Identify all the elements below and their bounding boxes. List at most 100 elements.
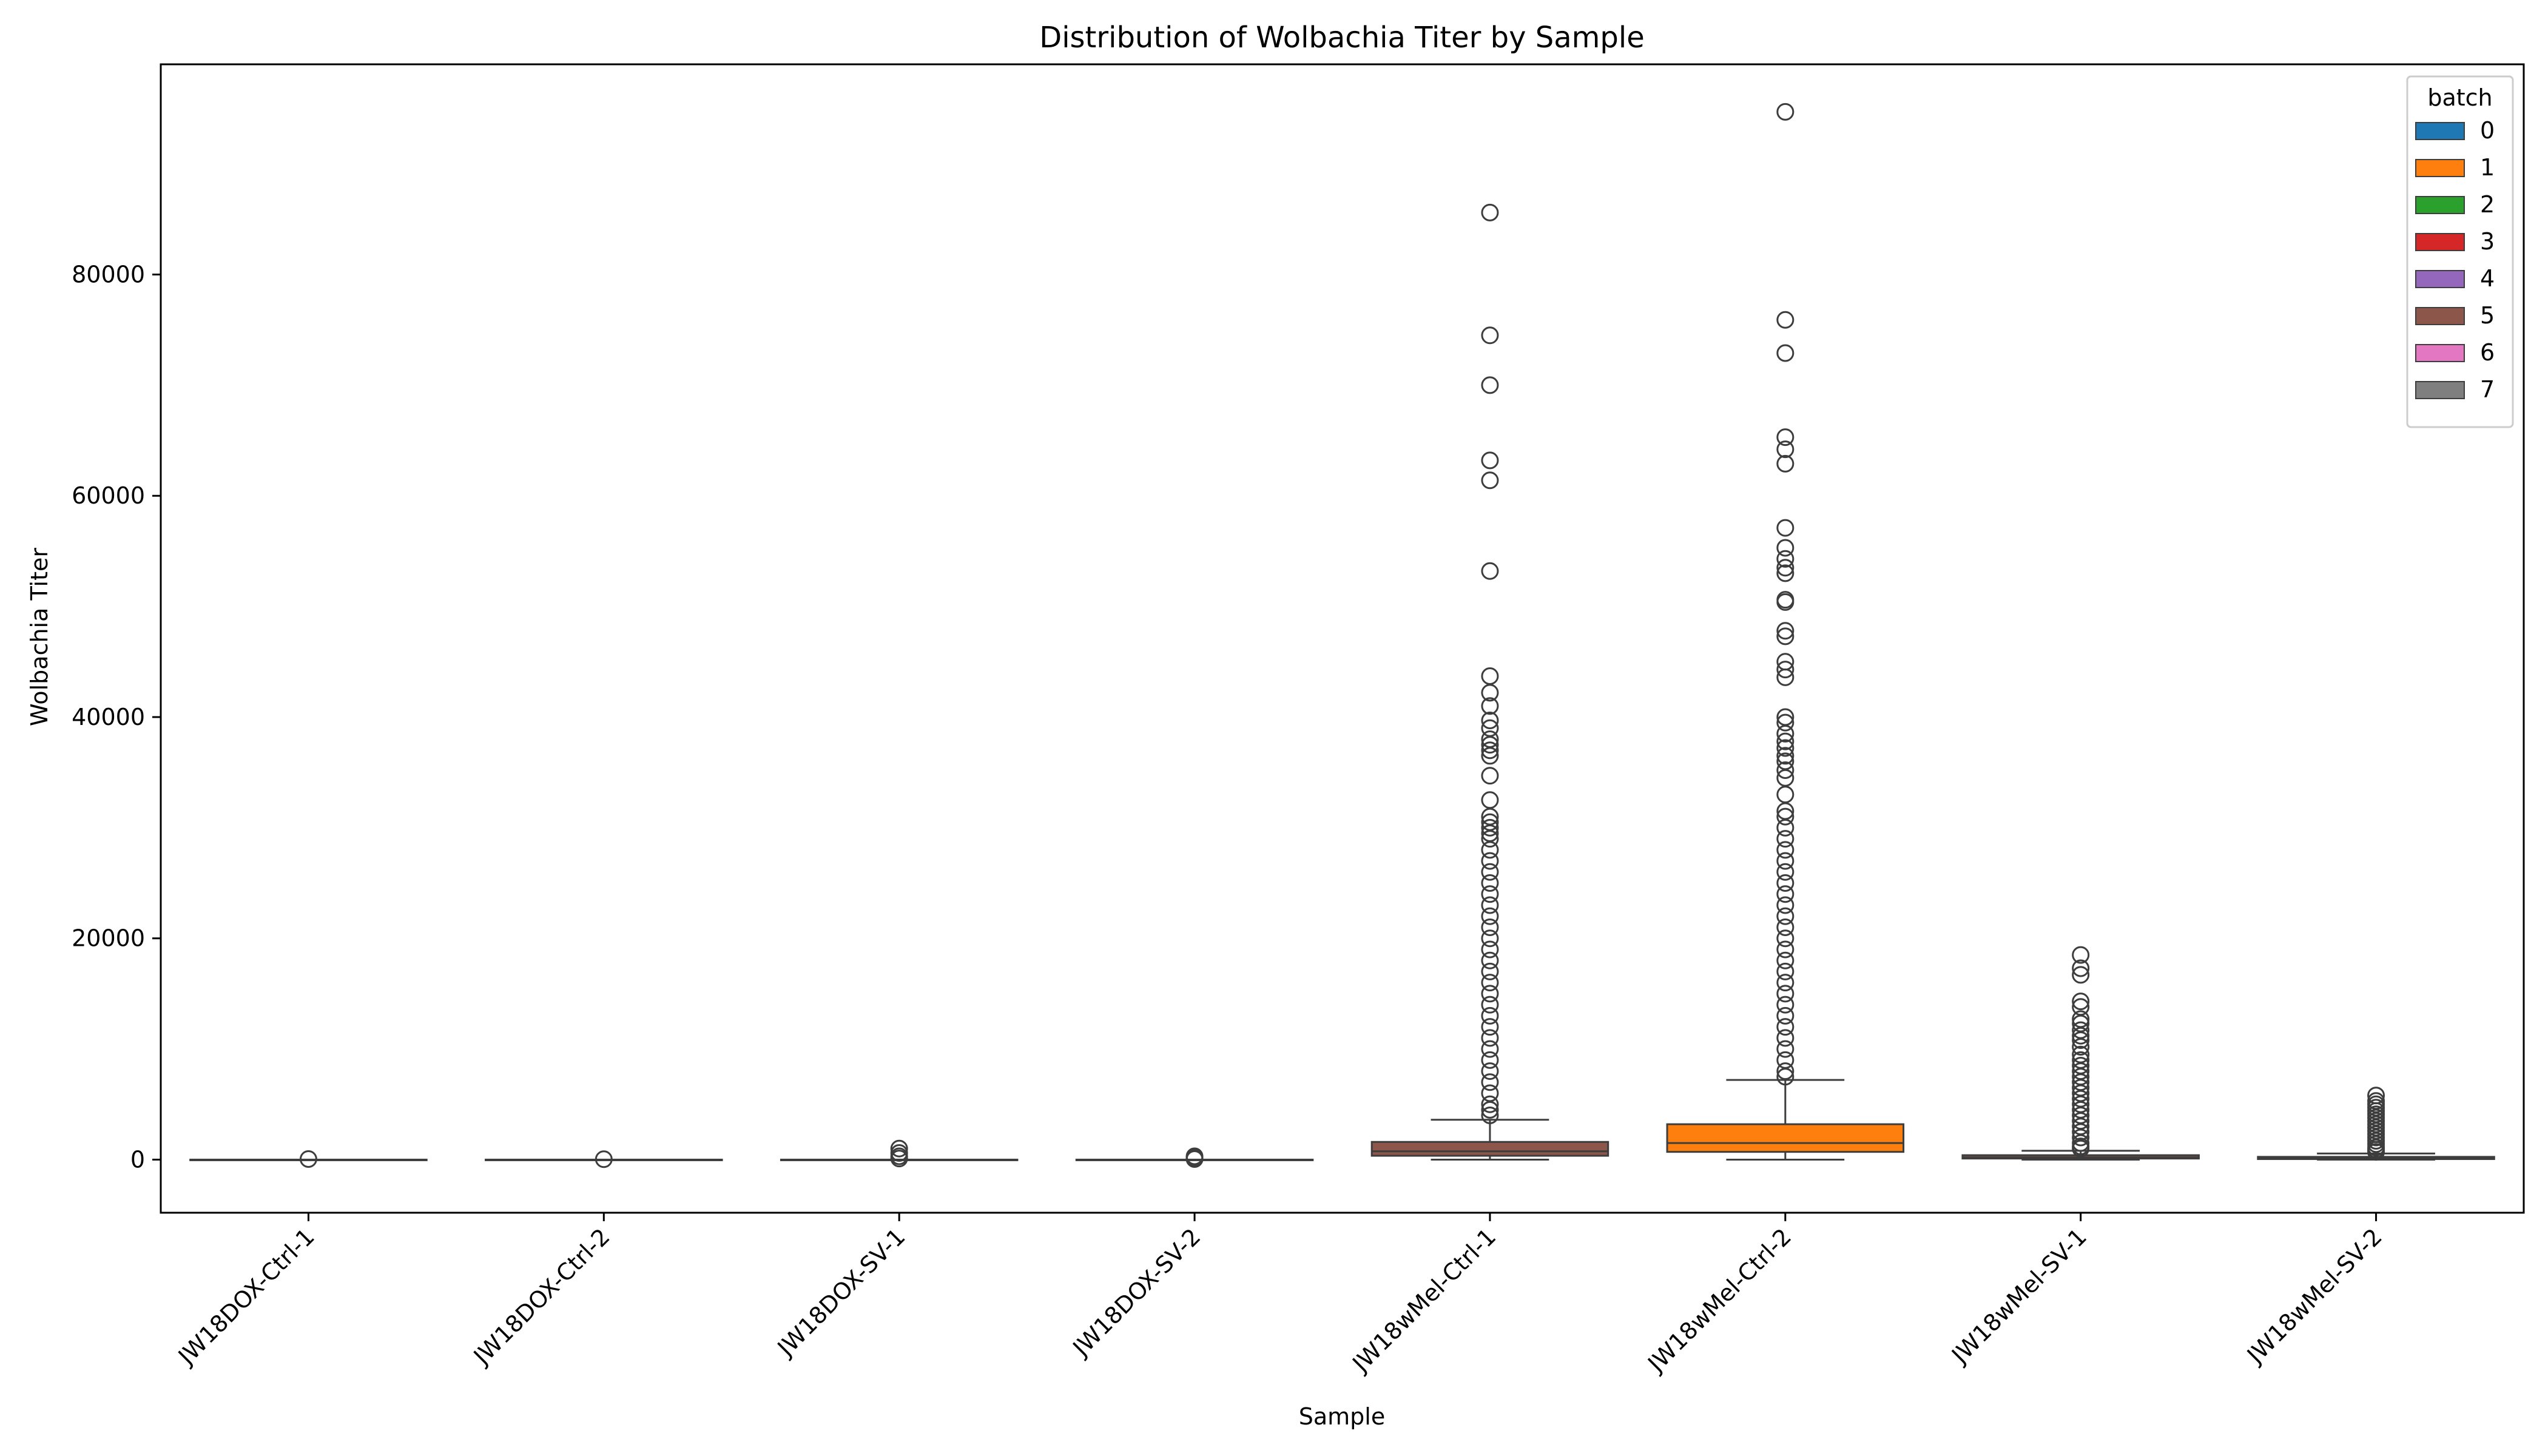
legend-swatch [2415,307,2465,325]
outlier-point [2072,1128,2090,1147]
outlier-point [1776,713,1795,732]
outlier-point [1481,1051,1499,1069]
outlier-point [1481,1018,1499,1036]
outlier-point [1776,454,1795,473]
outlier-point [1776,985,1795,1003]
outlier-point [1481,562,1499,580]
legend-label: 7 [2480,376,2495,403]
box-iqr [1370,1141,1609,1157]
legend-swatch [2415,196,2465,214]
outlier-point [1776,732,1795,750]
outlier-point [1481,863,1499,881]
outlier-point [1776,724,1795,743]
outlier-point [1481,818,1499,837]
outlier-point [1481,874,1499,892]
outlier-point [1481,830,1499,848]
outlier-point [1776,622,1795,640]
outlier-point [1481,985,1499,1003]
outlier-point [1776,440,1795,459]
outlier-point [1776,940,1795,959]
outlier-point [1776,874,1795,892]
y-axis-label: Wolbachia Titer [26,548,53,726]
outlier-point [1185,1150,1204,1168]
y-tick-label: 80000 [72,261,145,288]
outlier-point [1776,830,1795,848]
outlier-point [1481,711,1499,729]
outlier-point [1776,1006,1795,1025]
outlier-point [1481,907,1499,925]
outlier-point [1481,1073,1499,1091]
y-tick-label: 60000 [72,482,145,509]
y-axis: 0 20000 40000 60000 80000 [72,261,161,1173]
outlier-point [1481,747,1499,765]
outlier-point [1481,451,1499,470]
outlier-point [1776,863,1795,881]
box-group [189,1150,428,1168]
outlier-point [1481,203,1499,221]
outlier-point [1481,736,1499,754]
outlier-point [1776,761,1795,780]
legend-title: batch [2427,84,2492,111]
outlier-point [2072,993,2090,1011]
outlier-point [1776,907,1795,925]
outlier-point [1776,951,1795,969]
outlier-point [1776,519,1795,537]
outlier-point [1481,951,1499,969]
outlier-point [1776,627,1795,645]
legend-label: 4 [2480,265,2495,292]
outlier-point [2072,959,2090,977]
outlier-point [1481,974,1499,992]
outlier-point [1481,996,1499,1014]
outlier-point [1776,1062,1795,1080]
outlier-point [1776,974,1795,992]
outlier-point [1481,1040,1499,1058]
box-group [2257,1087,2495,1161]
outlier-point [595,1150,613,1168]
y-tick-label: 0 [130,1146,145,1173]
outlier-point [1776,344,1795,362]
outlier-point [2072,966,2090,984]
legend-label: 0 [2480,117,2495,144]
legend-swatch [2415,270,2465,288]
outlier-point [1776,559,1795,577]
outlier-point [1776,311,1795,329]
outlier-point [1776,539,1795,557]
outlier-point [1481,918,1499,936]
legend-label: 6 [2480,339,2495,366]
outlier-point [2072,1031,2090,1050]
outlier-point [1481,1095,1499,1113]
outlier-point [1776,1040,1795,1058]
outlier-point [1776,807,1795,826]
outlier-point [1481,940,1499,959]
outlier-point [1776,668,1795,686]
outlier-point [1481,929,1499,948]
x-axis-label: Sample [1299,1403,1385,1430]
outlier-point [1481,962,1499,980]
outlier-point [1776,593,1795,611]
outlier-point [2072,946,2090,964]
outlier-point [2367,1143,2385,1161]
outlier-point [1481,471,1499,490]
box-iqr [1666,1123,1905,1153]
outlier-point [1481,1100,1499,1119]
legend-label: 1 [2480,154,2495,181]
outlier-point [1776,996,1795,1014]
y-tick-label: 20000 [72,925,145,952]
outlier-point [299,1150,317,1168]
outlier-point [1481,741,1499,760]
box-group [1075,1147,1314,1168]
legend-swatch [2415,233,2465,251]
outlier-point [1481,697,1499,715]
outlier-point [1776,929,1795,948]
box-group [485,1150,723,1168]
outlier-point [1776,1068,1795,1086]
outlier-point [2072,1037,2090,1056]
outlier-point [1776,1029,1795,1047]
outlier-point [1481,852,1499,870]
outlier-point [890,1150,908,1168]
plot-frame [160,63,2525,1214]
legend-label: 5 [2480,302,2495,329]
legend-label: 2 [2480,191,2495,218]
